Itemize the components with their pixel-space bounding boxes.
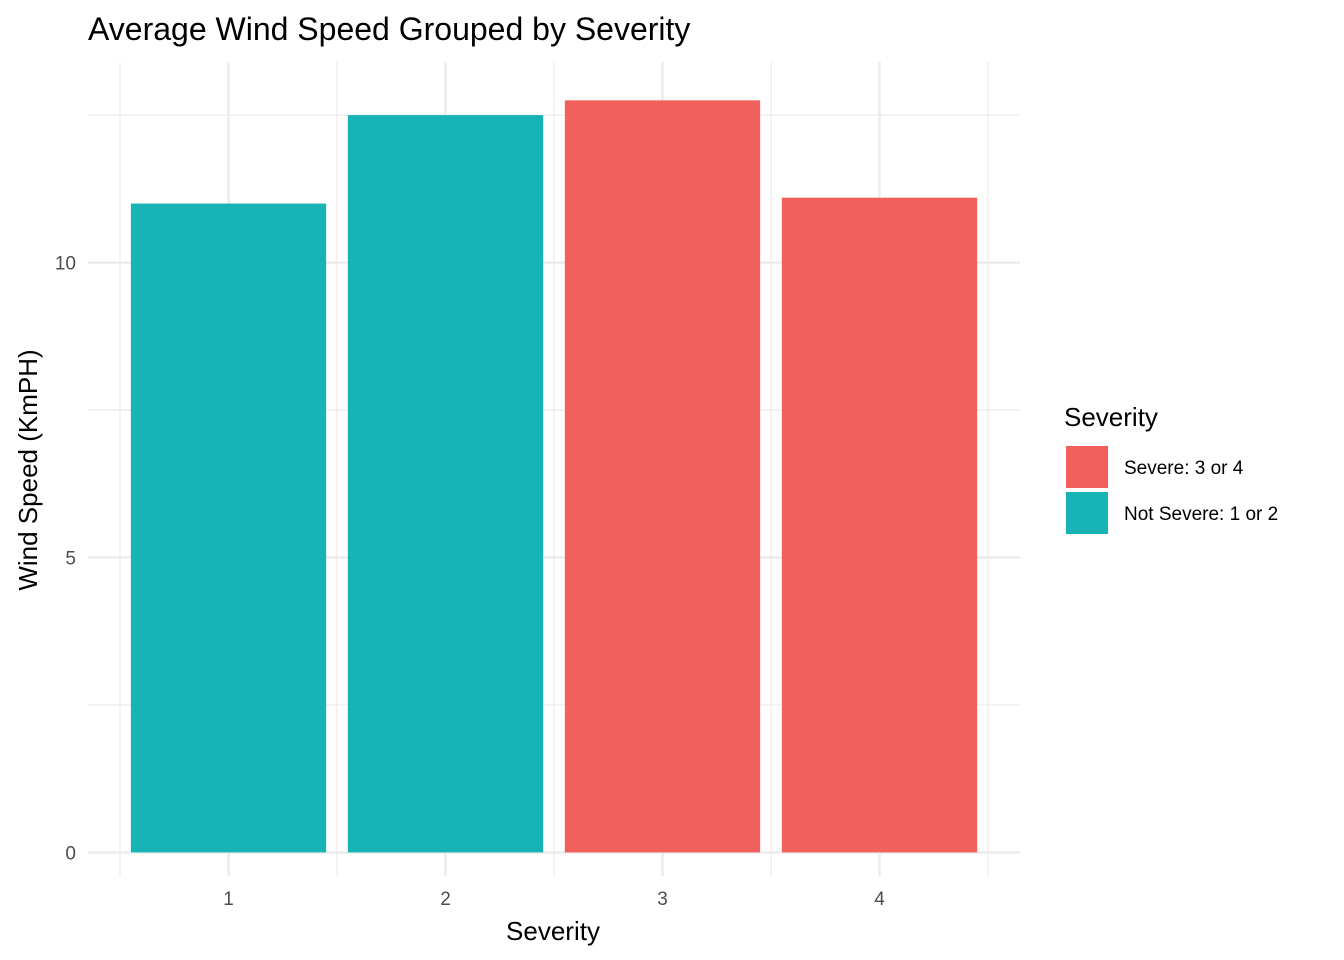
x-tick-label: 4 [874,889,885,910]
legend-title: Severity [1064,402,1158,432]
y-axis-title: Wind Speed (KmPH) [13,349,43,590]
bar-severity-2 [347,115,544,853]
y-tick-label: 0 [65,843,76,864]
bar-severity-4 [781,197,978,853]
bar-severity-1 [130,203,327,853]
x-tick-label: 3 [657,889,668,910]
chart-title: Average Wind Speed Grouped by Severity [88,11,690,47]
bars [130,100,978,853]
x-axis-ticks: 1 2 3 4 [223,889,885,910]
legend-swatch [1066,492,1108,534]
x-axis-title: Severity [506,916,600,946]
y-tick-label: 5 [65,548,76,569]
x-tick-label: 2 [440,889,451,910]
legend-swatch [1066,446,1108,488]
x-tick-label: 1 [223,889,234,910]
bar-severity-3 [564,100,761,853]
legend: Severity Severe: 3 or 4 Not Severe: 1 or … [1064,402,1278,534]
legend-entry-label: Severe: 3 or 4 [1124,458,1244,479]
y-tick-label: 10 [55,254,76,275]
legend-entry-label: Not Severe: 1 or 2 [1124,504,1278,525]
y-axis-ticks: 0 5 10 [55,254,76,865]
